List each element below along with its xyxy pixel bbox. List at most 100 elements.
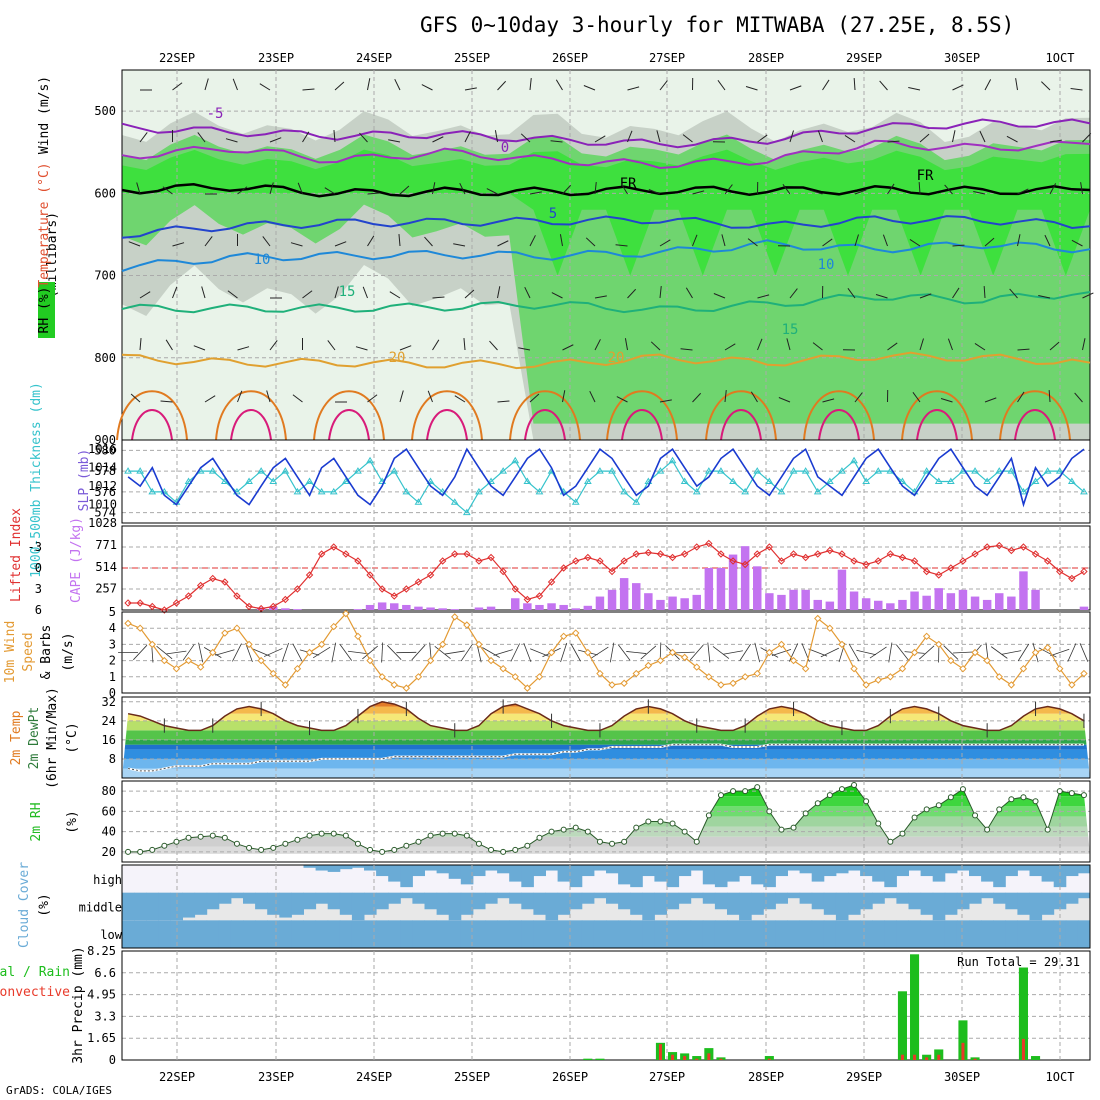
cloud-cell (727, 865, 740, 882)
warm-contour (999, 390, 1071, 441)
cloud-cell (908, 892, 922, 910)
cloud-cell (134, 920, 147, 948)
thickness-point (668, 456, 677, 464)
temp-band (122, 768, 1090, 778)
footer-credit: GrADS: COLA/IGES (6, 1084, 112, 1097)
wind-barb (225, 138, 238, 143)
wind-speed-point (620, 679, 628, 687)
precip-tick-label: 0 (109, 1053, 116, 1067)
cloud-cell (497, 892, 510, 899)
precip-tick-label: 6.6 (94, 966, 116, 980)
wind-barb (432, 339, 440, 351)
cloud-cell (1077, 865, 1091, 874)
wind-speed-point (451, 613, 459, 621)
cape-bar (523, 603, 532, 610)
thickness-point (596, 467, 604, 474)
cloud-cell (775, 892, 788, 904)
wind-barb (685, 287, 693, 299)
wind-speed-point (1043, 643, 1052, 652)
lifted-index-point (535, 592, 544, 600)
wind-barb (297, 182, 303, 195)
wind-barb (359, 132, 368, 143)
lifted-index-point (1080, 567, 1088, 576)
wind-barb (918, 645, 935, 660)
dewpoint-line (128, 744, 1084, 772)
wind-barb (464, 131, 471, 143)
rh-point (560, 826, 567, 833)
wind-barb (1050, 648, 1070, 657)
wind-barb (909, 239, 921, 247)
isotherm-line (121, 291, 1091, 314)
wind-barb (943, 645, 959, 660)
rh-point (972, 812, 979, 819)
cape-bar (1019, 571, 1028, 610)
wind-speed-point (342, 609, 350, 618)
temp-label-4: (°C) (65, 722, 80, 753)
isotherm-line (121, 183, 1091, 198)
wind-speed-point (330, 622, 338, 631)
wind-barb (559, 234, 563, 247)
cloud-cell (956, 892, 970, 910)
cape-bar (607, 589, 617, 610)
rh-point (996, 806, 1003, 813)
cloud-cell (255, 892, 268, 910)
rh-point (391, 846, 398, 853)
cape-lifted-index-panel: -3 0 3 6 771 514 257 Lifted Index CAPE (J/kg) (9, 508, 1091, 617)
cloud-cell (533, 920, 546, 948)
rh-label-2: (%) (65, 810, 80, 833)
thickness-point (946, 477, 955, 484)
contour-label: FR (620, 176, 637, 192)
chart-title: GFS 0~10day 3-hourly for MITWABA (27.25E… (420, 13, 1014, 37)
wind-barb (388, 139, 401, 143)
rh-point (258, 846, 265, 853)
lifted-index-line (128, 542, 1085, 611)
wind-speed-point (632, 669, 640, 678)
isotherm-line (121, 118, 1091, 149)
cloud-cell (775, 865, 788, 877)
lifted-index-point (874, 557, 882, 565)
wind-barb (334, 81, 345, 91)
wind-barb (812, 342, 823, 351)
wind-barb (615, 244, 628, 247)
lifted-index-point (983, 543, 991, 551)
wind-speed-point (281, 681, 290, 689)
cloud-cell (424, 892, 438, 910)
rh-point (233, 840, 240, 847)
bottom-date-label: 25SEP (454, 1070, 490, 1084)
wind-speed-point (971, 648, 979, 657)
wind-barb (562, 184, 572, 195)
cloud-cell (436, 865, 450, 874)
temp-frame (121, 696, 1091, 779)
rh-point (730, 788, 737, 795)
wind-barb (1006, 135, 1018, 143)
rh-point (584, 828, 591, 835)
warm-contour (215, 390, 287, 441)
cloud-cell (243, 892, 256, 904)
precip-conv-bar (937, 1054, 941, 1060)
rh-point (705, 812, 712, 819)
wind-barb (1015, 78, 1018, 91)
wind-barb (562, 390, 566, 403)
wind-speed-point (124, 619, 132, 628)
cloud-cell (956, 920, 970, 948)
isotherm-line (121, 215, 1091, 239)
rh-point (1056, 788, 1063, 795)
cloud-cell (751, 920, 764, 948)
wind-barb (1080, 182, 1083, 195)
wind-barb (459, 182, 466, 195)
wind-barb (713, 293, 726, 299)
wind-barb (324, 187, 336, 195)
wind-barb (659, 80, 668, 91)
wind-barb (562, 344, 574, 351)
cloud-cell (545, 892, 559, 921)
slp-tick-label: 1012 (88, 479, 117, 493)
wind-speed-point (221, 629, 229, 637)
bottom-date-label: 27SEP (649, 1070, 685, 1084)
wind-speed-point (693, 663, 701, 671)
cloud-cell (388, 892, 401, 904)
wind-barb (682, 134, 693, 143)
wind-barb (1009, 288, 1018, 299)
wind-barb (493, 649, 513, 656)
wind-speed-point (523, 684, 532, 692)
cloud-cell (642, 920, 655, 948)
